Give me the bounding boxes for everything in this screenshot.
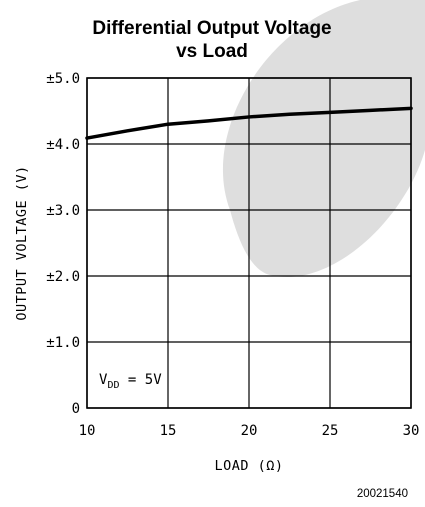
y-tick-label: ±3.0: [46, 203, 80, 219]
vdd-prefix: V: [99, 372, 108, 388]
x-tick-label: 20: [241, 423, 258, 439]
x-axis-label: LOAD (Ω): [214, 458, 283, 474]
watermark-shape: [222, 0, 425, 278]
y-tick-labels: 0 ±1.0 ±2.0 ±3.0 ±4.0 ±5.0: [46, 71, 80, 417]
y-tick-label: ±1.0: [46, 335, 80, 351]
x-tick-label: 30: [403, 423, 420, 439]
data-series: [85, 106, 413, 140]
series-line-0: [85, 106, 413, 140]
y-tick-label: 0: [72, 401, 80, 417]
vdd-annotation: VDD = 5V: [99, 372, 162, 391]
y-tick-label: ±4.0: [46, 137, 80, 153]
chart-subtitle: vs Load: [176, 41, 248, 62]
y-axis-label: OUTPUT VOLTAGE (V): [14, 165, 30, 320]
x-tick-label: 10: [79, 423, 96, 439]
figure-id: 20021540: [357, 488, 408, 500]
x-tick-label: 25: [322, 423, 339, 439]
x-tick-labels: 10 15 20 25 30: [79, 423, 420, 439]
x-tick-label: 15: [160, 423, 177, 439]
y-tick-label: ±5.0: [46, 71, 80, 87]
vdd-subscript: DD: [107, 380, 119, 391]
chart-title: Differential Output Voltage: [92, 18, 331, 39]
vdd-suffix: = 5V: [119, 372, 162, 388]
plot-frame: [86, 77, 412, 409]
y-tick-label: ±2.0: [46, 269, 80, 285]
